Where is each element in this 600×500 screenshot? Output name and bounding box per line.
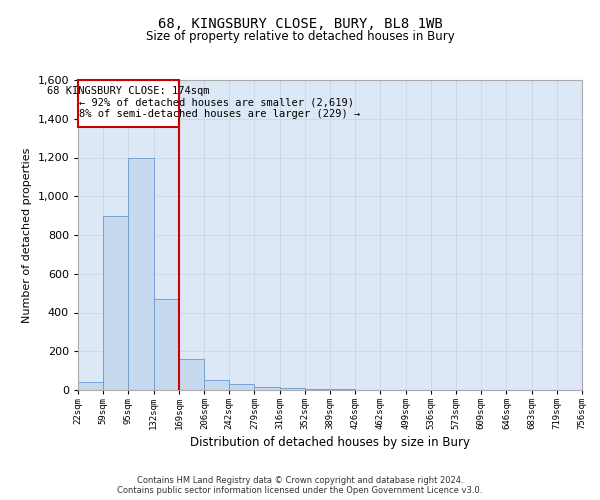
Bar (78, 382, 103, 390)
Bar (305, 389, 330, 390)
Text: Contains HM Land Registry data © Crown copyright and database right 2024.: Contains HM Land Registry data © Crown c… (137, 476, 463, 485)
Bar (205, 380, 229, 390)
Y-axis label: Number of detached properties: Number of detached properties (22, 148, 32, 322)
Text: 8% of semi-detached houses are larger (229) →: 8% of semi-detached houses are larger (2… (79, 109, 361, 119)
Text: 68 KINGSBURY CLOSE: 174sqm: 68 KINGSBURY CLOSE: 174sqm (47, 86, 210, 96)
Bar (254, 387, 280, 390)
Bar (280, 388, 305, 390)
X-axis label: Distribution of detached houses by size in Bury: Distribution of detached houses by size … (190, 436, 470, 449)
Bar (103, 216, 128, 390)
Text: Size of property relative to detached houses in Bury: Size of property relative to detached ho… (146, 30, 454, 43)
Text: ← 92% of detached houses are smaller (2,619): ← 92% of detached houses are smaller (2,… (79, 98, 355, 108)
Bar (128, 158, 154, 390)
Bar (154, 299, 179, 390)
Bar (229, 384, 254, 390)
Text: 68, KINGSBURY CLOSE, BURY, BL8 1WB: 68, KINGSBURY CLOSE, BURY, BL8 1WB (158, 18, 442, 32)
Text: Contains public sector information licensed under the Open Government Licence v3: Contains public sector information licen… (118, 486, 482, 495)
FancyBboxPatch shape (78, 80, 179, 126)
Bar (179, 359, 205, 390)
